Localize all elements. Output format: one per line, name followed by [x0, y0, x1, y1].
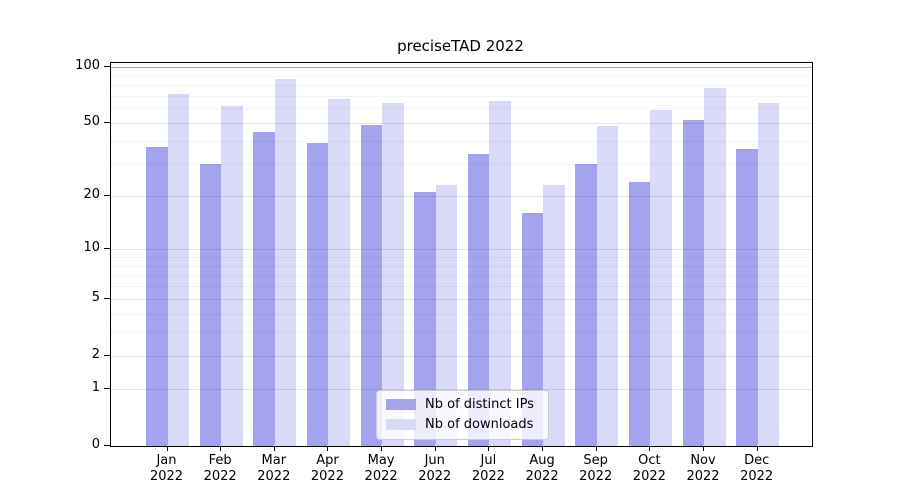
bar-distinct-ips [467, 154, 490, 446]
bar-downloads [489, 100, 511, 446]
minor-gridline [111, 313, 812, 315]
x-tick-label: Apr 2022 [310, 453, 344, 484]
y-tick-label: 2 [91, 346, 100, 362]
bar-distinct-ips [682, 119, 704, 446]
minor-gridline [111, 108, 812, 110]
minor-gridline [111, 141, 812, 143]
bar-downloads [382, 103, 404, 446]
bar-downloads [757, 103, 780, 446]
x-tick-label: May 2022 [364, 453, 398, 484]
gridline [111, 123, 812, 125]
bar-downloads [221, 105, 243, 446]
x-tick-label: Sep 2022 [579, 453, 613, 484]
y-tick-label: 20 [83, 186, 100, 202]
bar-distinct-ips [628, 181, 651, 446]
legend-label-downloads: Nb of downloads [425, 417, 534, 432]
bar-distinct-ips [736, 149, 758, 446]
y-tick-label: 0 [91, 437, 100, 452]
minor-gridline [111, 286, 812, 288]
x-tick-mark [166, 446, 168, 451]
legend-swatch-distinct-ips [386, 399, 416, 410]
bar-downloads [596, 126, 619, 446]
plot-area [110, 62, 813, 447]
x-tick-mark [703, 446, 704, 451]
legend-row-downloads: Nb of downloads [386, 417, 534, 432]
x-tick-label: Oct 2022 [632, 453, 666, 484]
y-tick-mark [104, 388, 110, 390]
legend-label-distinct-ips: Nb of distinct IPs [425, 397, 534, 412]
x-tick-mark [649, 446, 651, 451]
bar-distinct-ips [575, 163, 597, 446]
bar-distinct-ips [199, 163, 222, 446]
gridline [111, 67, 812, 68]
bar-downloads [543, 185, 565, 446]
bar-distinct-ips [253, 131, 275, 446]
minor-gridline [111, 163, 812, 165]
gridline [111, 298, 812, 300]
legend-row-distinct-ips: Nb of distinct IPs [386, 397, 534, 412]
x-tick-label: Nov 2022 [686, 453, 720, 484]
minor-gridline [111, 95, 812, 97]
y-tick-label: 100 [75, 58, 100, 73]
x-tick-label: Dec 2022 [740, 453, 774, 484]
x-tick-label: Mar 2022 [257, 453, 291, 484]
x-tick-mark [327, 446, 329, 451]
minor-gridline [111, 75, 812, 77]
x-tick-mark [273, 446, 275, 451]
x-tick-mark [595, 446, 597, 451]
x-tick-mark [434, 446, 436, 451]
bar-distinct-ips [521, 213, 544, 446]
y-tick-mark [104, 354, 110, 356]
x-tick-label: Jun 2022 [418, 453, 452, 484]
x-tick-mark [756, 446, 758, 451]
bar-downloads [167, 93, 189, 446]
bar-downloads [650, 109, 672, 446]
legend-swatch-downloads [386, 419, 416, 430]
x-tick-label: Jan 2022 [149, 453, 184, 484]
bar-distinct-ips [306, 143, 329, 446]
x-tick-mark [381, 446, 383, 451]
y-tick-label: 1 [91, 380, 100, 396]
gridline [111, 389, 812, 391]
gridline [111, 195, 812, 197]
minor-gridline [111, 85, 812, 87]
x-tick-label: Jul 2022 [471, 453, 505, 484]
bar-downloads [274, 79, 297, 446]
bar-downloads [328, 99, 350, 446]
y-tick-mark [104, 297, 110, 299]
legend: Nb of distinct IPs Nb of downloads [376, 390, 549, 440]
y-tick-label: 10 [83, 240, 100, 256]
chart-title: preciseTAD 2022 [397, 37, 524, 55]
bar-downloads [704, 88, 726, 446]
minor-gridline [111, 275, 812, 277]
gridline [111, 355, 812, 357]
minor-gridline [111, 265, 812, 267]
x-tick-label: Feb 2022 [203, 453, 237, 484]
y-tick-label: 50 [83, 114, 100, 130]
y-tick-mark [104, 66, 110, 67]
minor-gridline [111, 256, 812, 258]
x-tick-mark [220, 446, 222, 451]
y-tick-mark [104, 248, 110, 250]
gridline [111, 249, 812, 251]
y-tick-mark [104, 122, 110, 124]
x-tick-mark [542, 446, 544, 451]
x-tick-mark [488, 446, 490, 451]
x-tick-label: Aug 2022 [525, 453, 559, 484]
bar-distinct-ips [360, 124, 383, 446]
y-tick-label: 5 [91, 289, 100, 305]
y-tick-mark [104, 445, 110, 446]
bar-distinct-ips [146, 147, 168, 446]
bar-downloads [435, 185, 458, 446]
y-tick-mark [104, 194, 110, 196]
minor-gridline [111, 332, 812, 334]
bar-distinct-ips [414, 192, 436, 446]
